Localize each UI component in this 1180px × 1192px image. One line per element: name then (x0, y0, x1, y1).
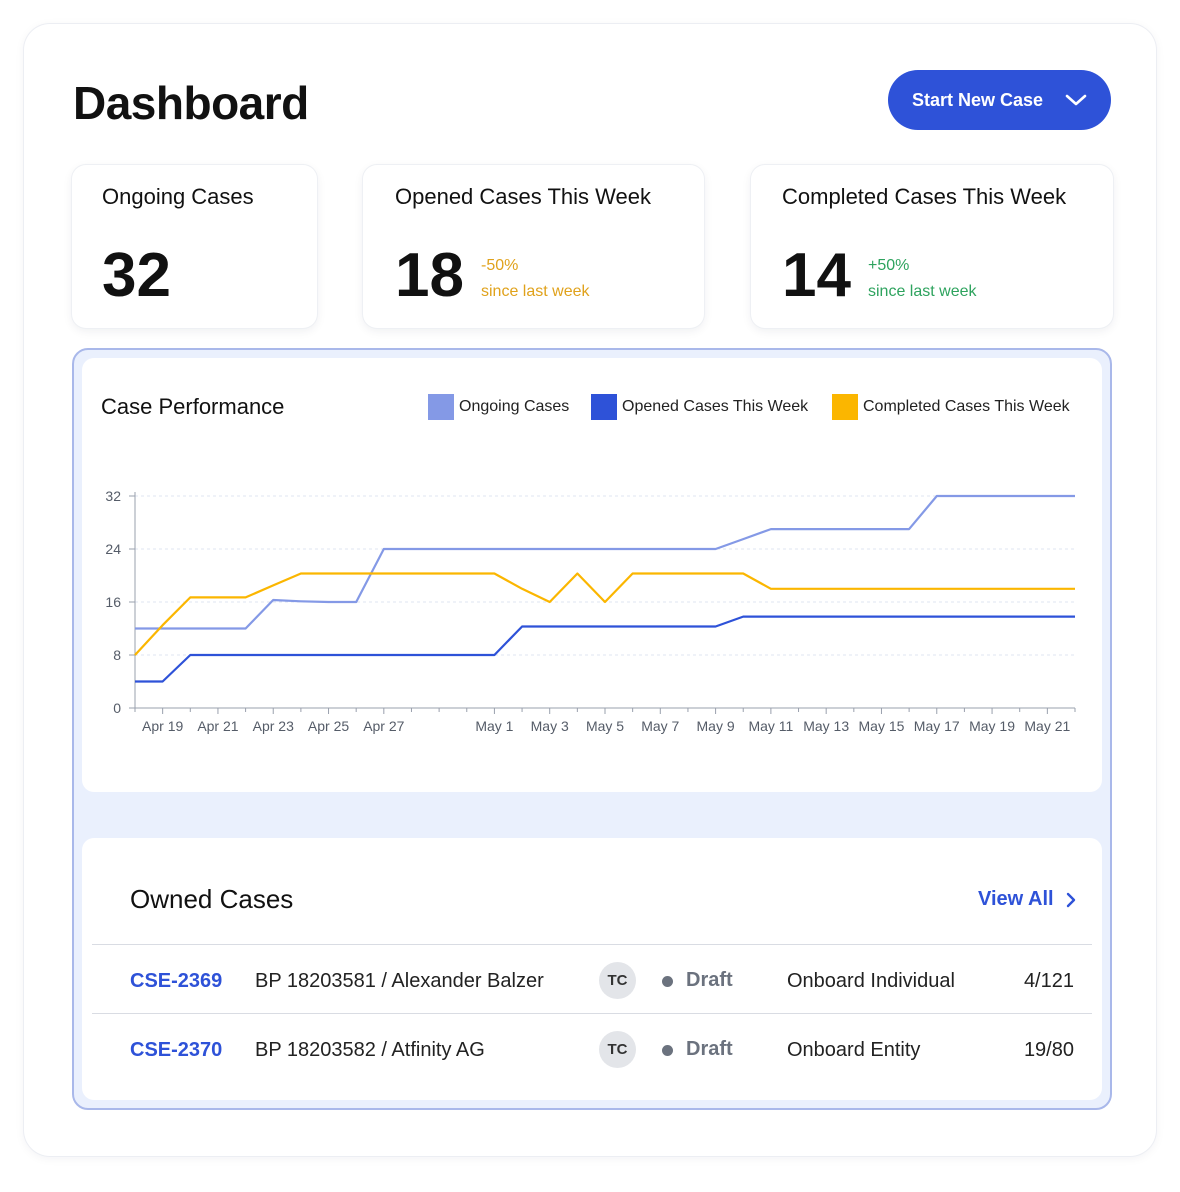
chevron-right-icon (1066, 892, 1075, 907)
x-tick-label: Apr 23 (253, 718, 294, 734)
case-id-link[interactable]: CSE-2370 (130, 1039, 223, 1061)
status-badge: Draft (686, 1038, 733, 1060)
case-performance-chart: 0 8 16 24 32 Apr 19 Apr 21 Apr 23 Apr 25 Apr 27 Ma… (105, 488, 1076, 734)
x-tick-label: Apr 25 (308, 718, 349, 734)
case-type: Onboard Entity (787, 1039, 921, 1061)
legend-item-opened[interactable]: Opened Cases This Week (591, 394, 808, 420)
x-tick-label: May 5 (586, 718, 624, 734)
start-new-case-button[interactable]: Start New Case (888, 70, 1111, 130)
chevron-down-icon (1065, 94, 1087, 106)
case-progress: 4/121 (1023, 970, 1074, 992)
stat-delta-note: since last week (481, 283, 590, 300)
x-tick-label: May 7 (641, 718, 679, 734)
series-line-2 (135, 615, 1075, 683)
x-tick-label: Apr 21 (197, 718, 238, 734)
legend-swatch (591, 394, 617, 420)
x-tick-label: May 11 (748, 718, 793, 734)
y-tick-label: 8 (113, 647, 121, 663)
stat-label: Completed Cases This Week (782, 184, 1067, 209)
y-tick-label: 16 (105, 594, 121, 610)
stat-value: 32 (102, 241, 171, 310)
case-progress: 19/80 (1023, 1039, 1074, 1061)
chart-title: Case Performance (101, 394, 285, 419)
divider (92, 1013, 1092, 1014)
x-tick-label: May 19 (969, 718, 1015, 734)
status-badge: Draft (686, 969, 733, 991)
stat-delta-percent: -50% (481, 257, 519, 274)
case-type: Onboard Individual (787, 970, 955, 992)
table-row[interactable]: CSE-2370 BP 18203582 / Atfinity AG TC Dr… (92, 1015, 1092, 1083)
x-tick-label: Apr 19 (142, 718, 183, 734)
x-tick-label: May 17 (914, 718, 960, 734)
x-tick-label: May 21 (1024, 718, 1070, 734)
case-party: BP 18203581 / Alexander Balzer (255, 970, 544, 992)
series-line-1 (135, 494, 1075, 630)
page-title: Dashboard (73, 77, 309, 129)
x-tick-label: May 1 (475, 718, 513, 734)
y-tick-label: 0 (113, 700, 121, 716)
x-tick-label: May 3 (531, 718, 569, 734)
owned-cases-title: Owned Cases (130, 884, 294, 914)
y-tick-label: 24 (105, 541, 121, 557)
view-all-label: View All (978, 888, 1054, 910)
x-tick-label: May 15 (859, 718, 905, 734)
stat-delta: +50% since last week (868, 253, 977, 305)
case-performance-card (82, 358, 1102, 792)
start-new-case-label: Start New Case (912, 89, 1044, 110)
owned-cases-card (82, 838, 1102, 1100)
x-tick-label: May 9 (697, 718, 735, 734)
case-party: BP 18203582 / Atfinity AG (255, 1039, 485, 1061)
stat-label: Opened Cases This Week (395, 184, 651, 209)
avatar: TC (599, 962, 636, 999)
view-all-link[interactable]: View All (978, 888, 1076, 911)
avatar: TC (599, 1031, 636, 1068)
status-dot-icon (662, 976, 673, 987)
stat-label: Ongoing Cases (102, 184, 254, 209)
legend-item-ongoing[interactable]: Ongoing Cases (428, 394, 569, 420)
legend-item-completed[interactable]: Completed Cases This Week (832, 394, 1070, 420)
stat-card-opened: Opened Cases This Week 18 -50% since las… (363, 165, 704, 328)
legend-label: Completed Cases This Week (863, 398, 1070, 415)
stat-card-completed: Completed Cases This Week 14 +50% since … (751, 165, 1113, 328)
x-tick-label: Apr 27 (363, 718, 404, 734)
status-dot-icon (662, 1045, 673, 1056)
x-tick-label: May 13 (803, 718, 849, 734)
stat-delta: -50% since last week (481, 253, 590, 305)
y-tick-label: 32 (105, 488, 121, 504)
legend-label: Ongoing Cases (459, 398, 570, 415)
divider (92, 944, 1092, 945)
stat-delta-percent: +50% (868, 257, 910, 274)
series-line-3 (134, 572, 1075, 656)
table-row[interactable]: CSE-2369 BP 18203581 / Alexander Balzer … (92, 946, 1092, 1014)
stat-card-ongoing: Ongoing Cases 32 (72, 165, 317, 328)
stat-delta-note: since last week (868, 283, 977, 300)
case-id-link[interactable]: CSE-2369 (130, 970, 223, 992)
legend-swatch (428, 394, 454, 420)
stat-value: 18 (395, 241, 464, 310)
stat-value: 14 (782, 241, 851, 310)
legend-label: Opened Cases This Week (622, 398, 809, 415)
legend-swatch (832, 394, 858, 420)
